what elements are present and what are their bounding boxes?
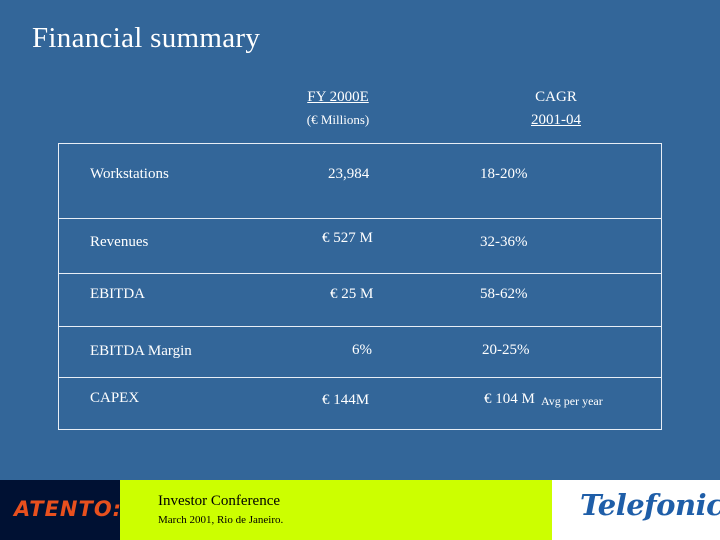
row-fy-value: 6%: [352, 342, 372, 358]
conference-date-place: March 2001, Rio de Janeiro.: [158, 514, 284, 526]
conference-title: Investor Conference: [158, 493, 281, 509]
cagr-label: CAGR: [535, 89, 577, 105]
table-divider: [58, 218, 662, 219]
atento-logo: ATENTO:: [14, 497, 123, 521]
fy-label: FY 2000E: [307, 89, 369, 105]
row-label: Revenues: [90, 234, 149, 250]
footer-bar: ATENTO: Investor Conference March 2001, …: [0, 480, 720, 540]
slide-title: Financial summary: [32, 22, 261, 54]
row-label: EBITDA Margin: [90, 343, 192, 359]
footer-middle-panel: Investor Conference March 2001, Rio de J…: [120, 480, 552, 540]
row-cagr-value: € 104 M: [484, 391, 535, 407]
fy-unit: (€ Millions): [306, 112, 370, 127]
row-fy-value: € 144M: [322, 392, 370, 408]
row-cagr-value: 58-62%: [480, 286, 528, 302]
row-fy-value: € 527 M: [322, 230, 373, 246]
cagr-period: 2001-04: [531, 112, 581, 128]
row-cagr-value: 32-36%: [480, 234, 528, 250]
column-header-fy: FY 2000E (€ Millions): [258, 89, 418, 128]
footer-right-panel: Telefonica: [552, 480, 720, 540]
row-cagr-value: 20-25%: [482, 342, 530, 358]
row-cagr-note: Avg per year: [541, 394, 603, 408]
row-label: Workstations: [90, 166, 169, 182]
table-divider: [58, 326, 662, 327]
row-cagr-value: 18-20%: [480, 166, 528, 182]
table-divider: [58, 377, 662, 378]
summary-table: [58, 143, 662, 430]
row-fy-value: € 25 M: [330, 286, 374, 302]
column-header-cagr: CAGR 2001-04: [476, 89, 636, 129]
row-fy-value: 23,984: [328, 166, 370, 182]
telefonica-logo: Telefonica: [580, 488, 720, 522]
row-label: CAPEX: [90, 390, 140, 406]
row-label: EBITDA: [90, 286, 145, 302]
footer-left-panel: ATENTO:: [0, 480, 123, 540]
table-divider: [58, 273, 662, 274]
